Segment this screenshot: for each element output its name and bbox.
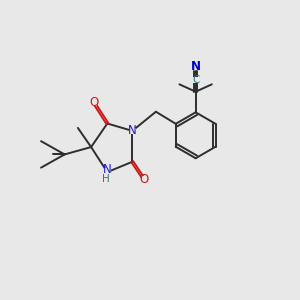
- Text: H: H: [102, 174, 110, 184]
- FancyBboxPatch shape: [141, 176, 147, 183]
- Text: N: N: [190, 61, 201, 74]
- FancyBboxPatch shape: [129, 128, 136, 134]
- Text: N: N: [103, 163, 112, 176]
- Text: O: O: [140, 173, 149, 186]
- Text: O: O: [89, 96, 99, 110]
- Text: C: C: [192, 75, 199, 85]
- FancyBboxPatch shape: [192, 64, 199, 70]
- FancyBboxPatch shape: [104, 168, 111, 175]
- Text: N: N: [128, 124, 137, 137]
- FancyBboxPatch shape: [91, 100, 97, 106]
- FancyBboxPatch shape: [193, 77, 199, 82]
